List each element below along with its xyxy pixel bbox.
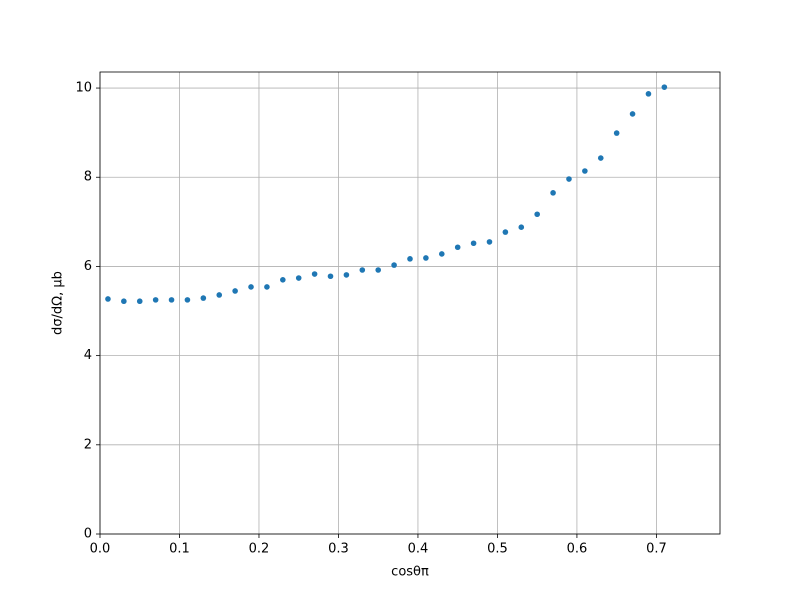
- point: [136, 298, 143, 305]
- point: [248, 284, 254, 290]
- point: [407, 256, 413, 262]
- point: [582, 168, 588, 174]
- point: [311, 271, 318, 277]
- x-tick-label: 0.1: [169, 542, 190, 557]
- point: [613, 130, 620, 136]
- y-tick-label: 2: [84, 437, 92, 452]
- y-tick-label: 0: [84, 527, 92, 542]
- point: [232, 288, 238, 294]
- point: [184, 297, 191, 303]
- point: [343, 272, 350, 278]
- point: [470, 240, 477, 247]
- point: [152, 297, 159, 303]
- y-tick-label: 10: [75, 81, 92, 96]
- point: [486, 239, 493, 245]
- x-tick-label: 0.2: [249, 542, 270, 557]
- y-tick-label: 6: [84, 259, 92, 274]
- point: [454, 244, 461, 251]
- y-tick-label: 8: [84, 170, 92, 185]
- y-tick-label: 4: [84, 348, 92, 363]
- point: [121, 298, 127, 305]
- point: [168, 297, 175, 303]
- point: [295, 275, 302, 281]
- point: [597, 155, 604, 161]
- point: [200, 295, 207, 301]
- point: [264, 284, 270, 290]
- plot-frame: [99, 71, 721, 535]
- point: [423, 255, 429, 261]
- x-tick-label: 0.4: [408, 542, 429, 557]
- point: [327, 273, 334, 280]
- x-tick-label: 0.0: [90, 542, 111, 557]
- x-tick-label: 0.5: [487, 542, 508, 557]
- point: [629, 111, 636, 117]
- points: [105, 84, 668, 305]
- point: [645, 91, 652, 97]
- point: [216, 292, 223, 298]
- y-axis-label: dσ/dΩ, μb: [51, 271, 66, 335]
- point: [534, 211, 540, 218]
- point: [550, 190, 556, 196]
- grid: [99, 72, 720, 535]
- point: [105, 296, 111, 302]
- point: [359, 267, 366, 273]
- point: [391, 262, 397, 268]
- point: [280, 277, 286, 283]
- point: [375, 267, 382, 273]
- x-tick-label: 0.7: [646, 542, 667, 557]
- point: [661, 84, 668, 90]
- x-tick-label: 0.6: [567, 542, 588, 557]
- x-axis-label: cosθπ: [391, 565, 429, 580]
- point: [502, 229, 509, 235]
- point: [518, 224, 525, 230]
- x-tick-label: 0.3: [328, 542, 349, 557]
- point: [438, 251, 445, 257]
- point: [566, 176, 572, 182]
